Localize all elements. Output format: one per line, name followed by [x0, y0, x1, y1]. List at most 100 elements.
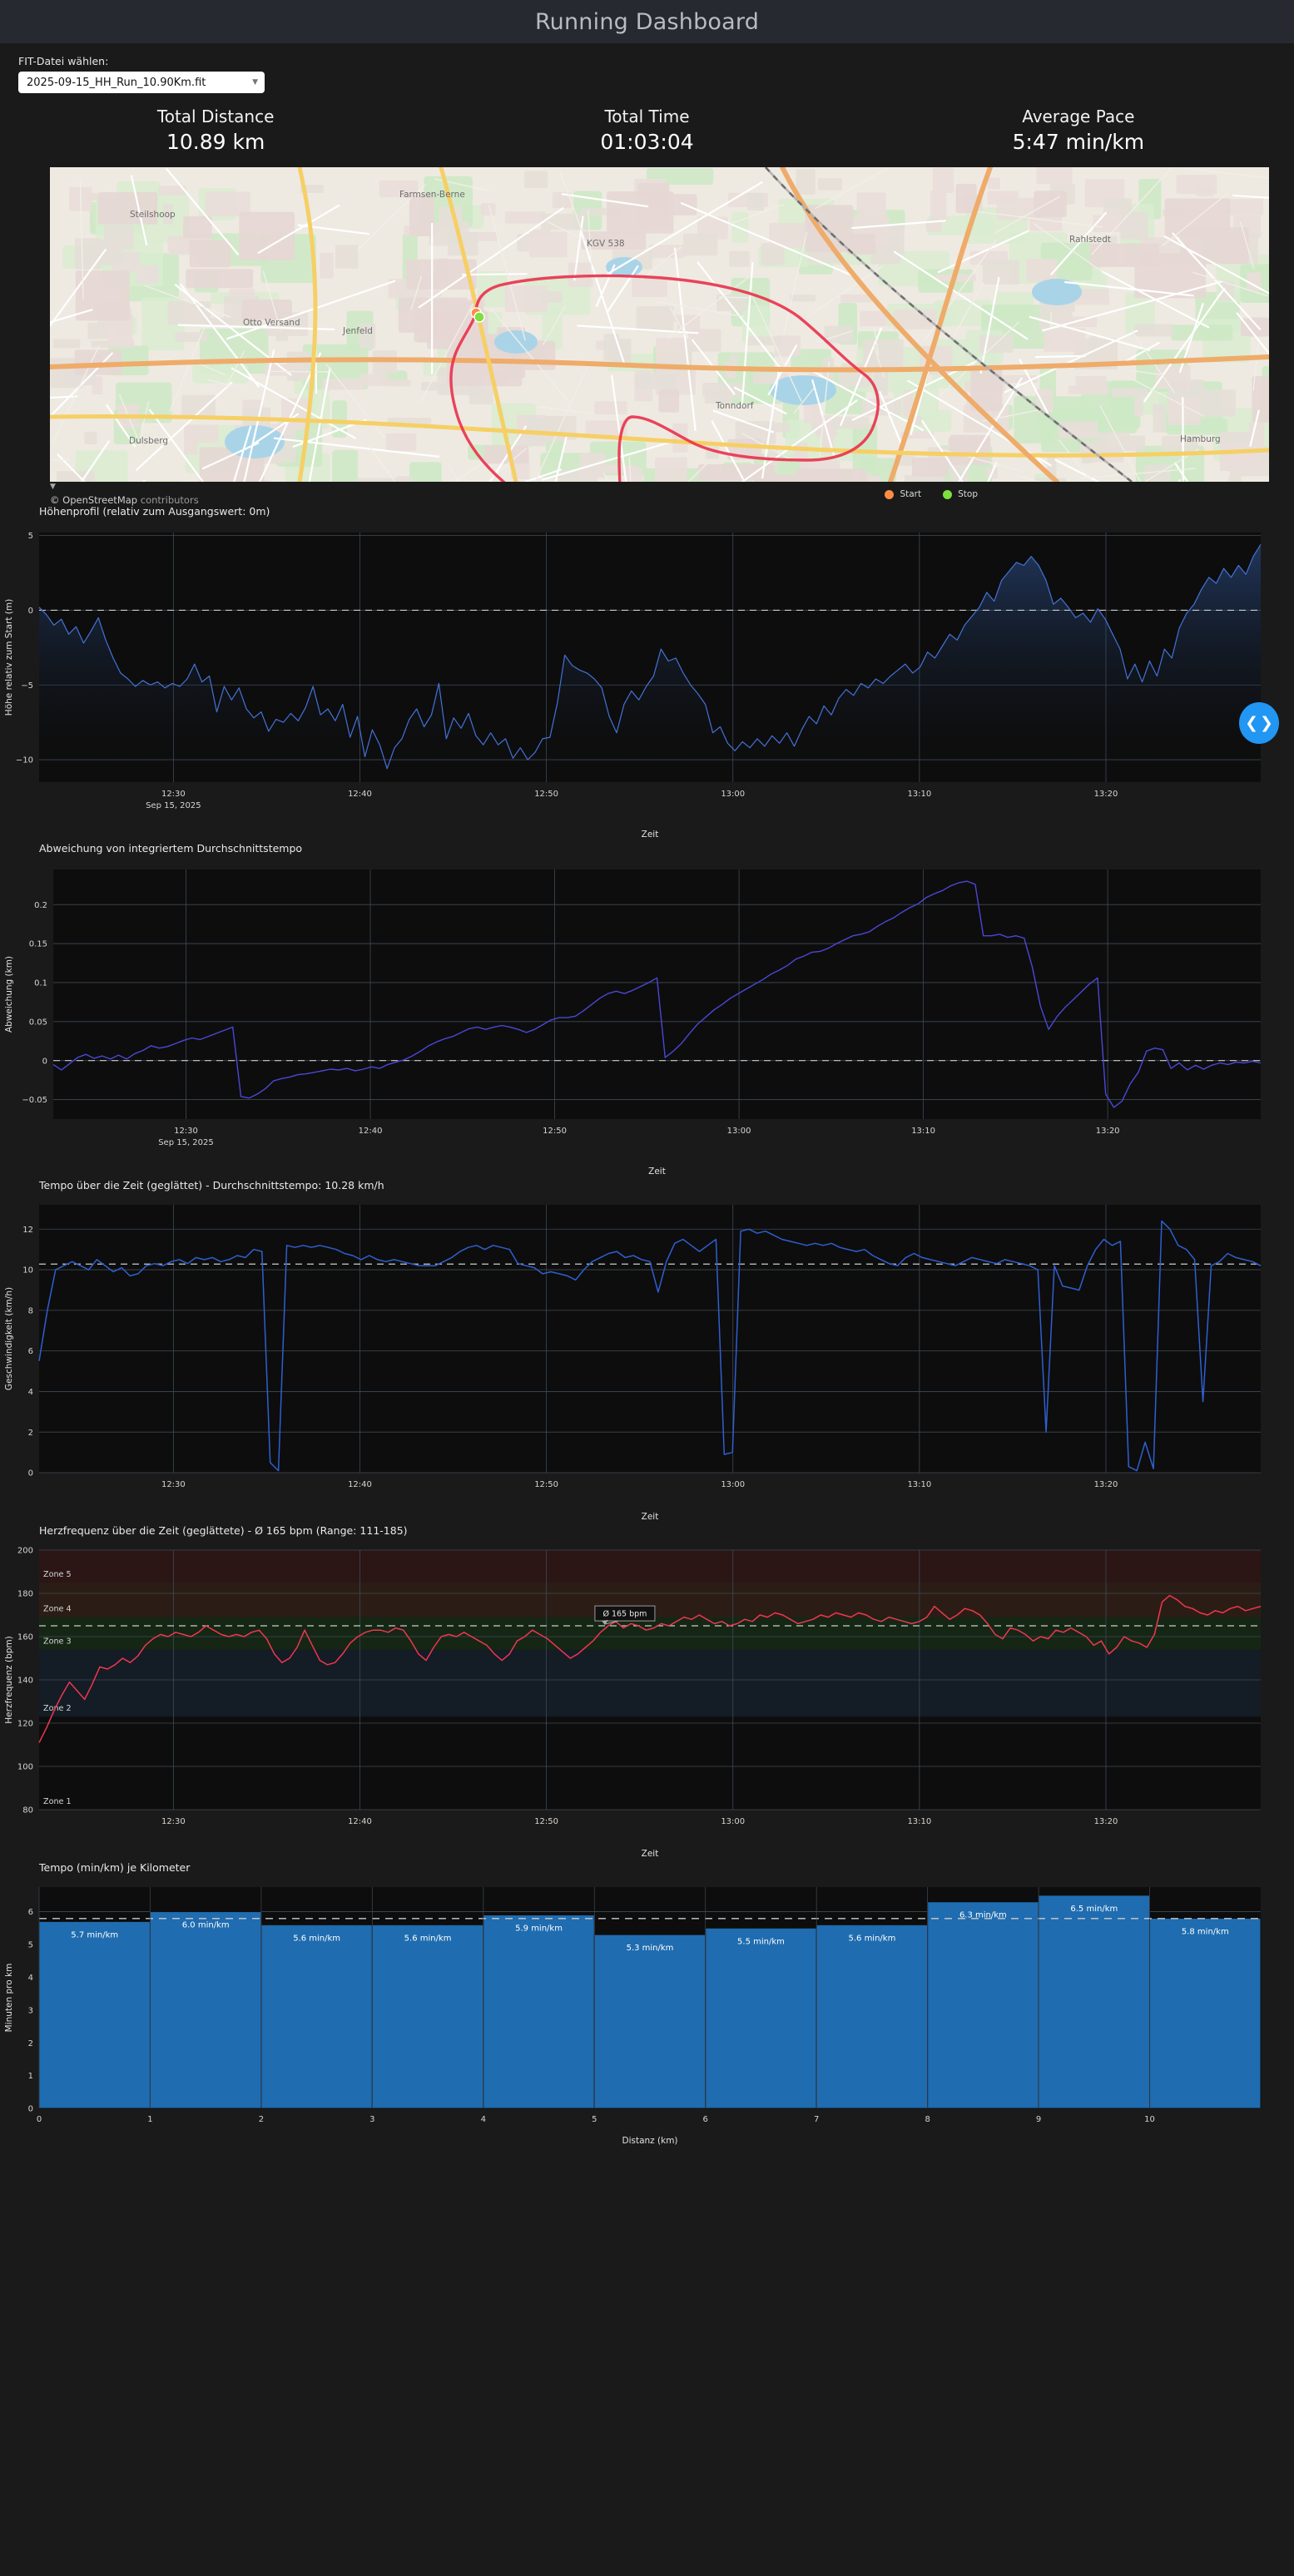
osm-link[interactable]: OpenStreetMap [62, 494, 138, 506]
svg-text:200: 200 [17, 1547, 33, 1556]
svg-text:12:30: 12:30 [161, 790, 186, 799]
elevation-svg[interactable]: 5 0 −5 −10 12:30 Sep 15, 2025 12:40 12:50 13:00 1… [0, 518, 1294, 842]
metric-average-pace: Average Pace 5:47 min/km [863, 107, 1294, 154]
svg-text:Zone 3: Zone 3 [43, 1637, 72, 1647]
svg-text:5: 5 [28, 1941, 33, 1950]
svg-text:−5: −5 [21, 681, 33, 691]
svg-text:1: 1 [147, 2115, 152, 2124]
svg-text:5.5 min/km: 5.5 min/km [737, 1937, 785, 1946]
chart-elevation: Höhenprofil (relativ zum Ausgangswert: 0… [0, 505, 1294, 842]
svg-text:Zone 5: Zone 5 [43, 1570, 72, 1579]
chevron-down-icon: ▼ [252, 78, 258, 87]
osm-attribution: © OpenStreetMap contributors [50, 494, 199, 506]
svg-text:Dulsberg: Dulsberg [129, 436, 168, 446]
chart-nav-buttons[interactable]: ❮ ❯ [1239, 702, 1279, 744]
chart-heartrate: Herzfrequenz über die Zeit (geglättete) … [0, 1524, 1294, 1861]
pace-bar-svg[interactable]: 0 1 2 3 4 5 6 5.7 min/km 6.0 min/km 5.6 min/km 5.6… [0, 1874, 1294, 2148]
chart-plot[interactable]: 12 10 8 6 4 2 0 12:30 12:40 12:50 13:00 13:10 13:20 G… [0, 1191, 1294, 1524]
svg-text:5: 5 [28, 532, 33, 541]
svg-text:140: 140 [17, 1677, 33, 1686]
svg-text:Farmsen-Berne: Farmsen-Berne [399, 190, 465, 200]
metric-total-distance: Total Distance 10.89 km [0, 107, 431, 154]
svg-text:Minuten pro km: Minuten pro km [4, 1964, 14, 2033]
svg-text:13:00: 13:00 [721, 790, 745, 799]
svg-text:13:20: 13:20 [1094, 1817, 1118, 1826]
app-header: Running Dashboard [0, 0, 1294, 43]
legend-item-start: Start [885, 489, 921, 499]
svg-text:13:00: 13:00 [721, 1480, 745, 1489]
svg-text:Ø 165 bpm: Ø 165 bpm [602, 1610, 647, 1619]
speed-svg[interactable]: 12 10 8 6 4 2 0 12:30 12:40 12:50 13:00 13:10 13:20 G… [0, 1191, 1294, 1524]
fit-file-select[interactable]: 2025-09-15_HH_Run_10.90Km.fit ▼ [18, 72, 265, 93]
svg-text:13:10: 13:10 [911, 1127, 935, 1136]
stop-marker-icon [943, 489, 953, 499]
svg-text:160: 160 [17, 1633, 33, 1642]
svg-text:Zone 4: Zone 4 [43, 1605, 72, 1614]
svg-text:5.9 min/km: 5.9 min/km [515, 1924, 563, 1933]
svg-text:12:30: 12:30 [174, 1127, 198, 1136]
svg-text:Otto Versand: Otto Versand [243, 318, 300, 328]
svg-text:13:10: 13:10 [907, 1817, 931, 1826]
svg-text:12:40: 12:40 [359, 1127, 383, 1136]
svg-text:8: 8 [28, 1306, 33, 1315]
svg-text:12:50: 12:50 [534, 1480, 558, 1489]
svg-text:5.6 min/km: 5.6 min/km [293, 1934, 340, 1943]
svg-text:0: 0 [28, 607, 33, 616]
svg-text:10: 10 [1144, 2115, 1155, 2124]
metric-value: 10.89 km [166, 130, 265, 154]
chart-plot[interactable]: Zone 1 Zone 2 Zone 3 Zone 4 Zone 5 200 180 160 1… [0, 1537, 1294, 1861]
svg-text:12:50: 12:50 [543, 1127, 567, 1136]
map-canvas[interactable]: Steilshoop Farmsen-Berne KGV 538 Otto Versa… [50, 167, 1269, 482]
chevron-left-icon[interactable]: ❮ [1245, 714, 1258, 732]
svg-text:1: 1 [28, 2072, 33, 2081]
route-map[interactable]: Steilshoop Farmsen-Berne KGV 538 Otto Versa… [50, 167, 1269, 482]
svg-text:8: 8 [925, 2115, 930, 2124]
svg-text:4: 4 [28, 1974, 33, 1983]
svg-text:Zeit: Zeit [642, 830, 659, 840]
deviation-svg[interactable]: 0.2 0.15 0.1 0.05 0 −0.05 12:30 Sep 15, 2025 12:… [0, 855, 1294, 1179]
copyright-icon: © [50, 494, 60, 506]
svg-text:9: 9 [1036, 2115, 1041, 2124]
svg-text:13:00: 13:00 [727, 1127, 751, 1136]
svg-text:12: 12 [22, 1226, 33, 1235]
chart-title: Tempo (min/km) je Kilometer [39, 1861, 191, 1874]
svg-text:Zone 1: Zone 1 [43, 1797, 72, 1806]
svg-text:Zone 2: Zone 2 [43, 1704, 72, 1713]
svg-text:12:30: 12:30 [161, 1817, 186, 1826]
svg-text:0.05: 0.05 [29, 1018, 47, 1027]
svg-text:Distanz (km): Distanz (km) [622, 2136, 677, 2146]
map-legend: Start Stop [885, 489, 978, 499]
fit-file-select-value: 2025-09-15_HH_Run_10.90Km.fit [27, 76, 206, 89]
svg-text:4: 4 [28, 1388, 33, 1397]
svg-text:6: 6 [703, 2115, 708, 2124]
svg-text:2: 2 [28, 1429, 33, 1438]
svg-text:−0.05: −0.05 [22, 1096, 47, 1105]
legend-label: Start [900, 489, 922, 499]
file-picker-label: FIT-Datei wählen: [18, 55, 109, 67]
svg-text:0.2: 0.2 [34, 901, 47, 910]
chart-deviation: Abweichung von integriertem Durchschnitt… [0, 842, 1294, 1179]
svg-text:13:10: 13:10 [907, 790, 931, 799]
heartrate-svg[interactable]: Zone 1 Zone 2 Zone 3 Zone 4 Zone 5 200 180 160 1… [0, 1537, 1294, 1861]
svg-text:5.3 min/km: 5.3 min/km [627, 1944, 674, 1953]
chart-plot[interactable]: 5 0 −5 −10 12:30 Sep 15, 2025 12:40 12:50 13:00 1… [0, 518, 1294, 842]
svg-text:12:30: 12:30 [161, 1480, 186, 1489]
svg-text:5.8 min/km: 5.8 min/km [1182, 1927, 1229, 1936]
svg-text:5.7 min/km: 5.7 min/km [71, 1930, 118, 1939]
page-title: Running Dashboard [534, 8, 760, 35]
svg-text:KGV 538: KGV 538 [587, 239, 625, 249]
svg-text:−10: −10 [16, 756, 33, 765]
svg-text:12:50: 12:50 [534, 790, 558, 799]
triangle-down-icon[interactable]: ▼ [50, 483, 56, 491]
svg-text:6: 6 [28, 1347, 33, 1356]
svg-text:120: 120 [17, 1720, 33, 1729]
svg-text:13:10: 13:10 [907, 1480, 931, 1489]
svg-text:13:20: 13:20 [1094, 1480, 1118, 1489]
svg-text:12:40: 12:40 [348, 1817, 372, 1826]
chart-plot[interactable]: 0 1 2 3 4 5 6 5.7 min/km 6.0 min/km 5.6 min/km 5.6… [0, 1874, 1294, 2148]
chevron-right-icon[interactable]: ❯ [1260, 714, 1273, 732]
metric-label: Total Time [604, 107, 690, 126]
chart-title: Herzfrequenz über die Zeit (geglättete) … [39, 1524, 408, 1537]
chart-plot[interactable]: 0.2 0.15 0.1 0.05 0 −0.05 12:30 Sep 15, 2025 12:… [0, 855, 1294, 1179]
svg-text:3: 3 [369, 2115, 374, 2124]
